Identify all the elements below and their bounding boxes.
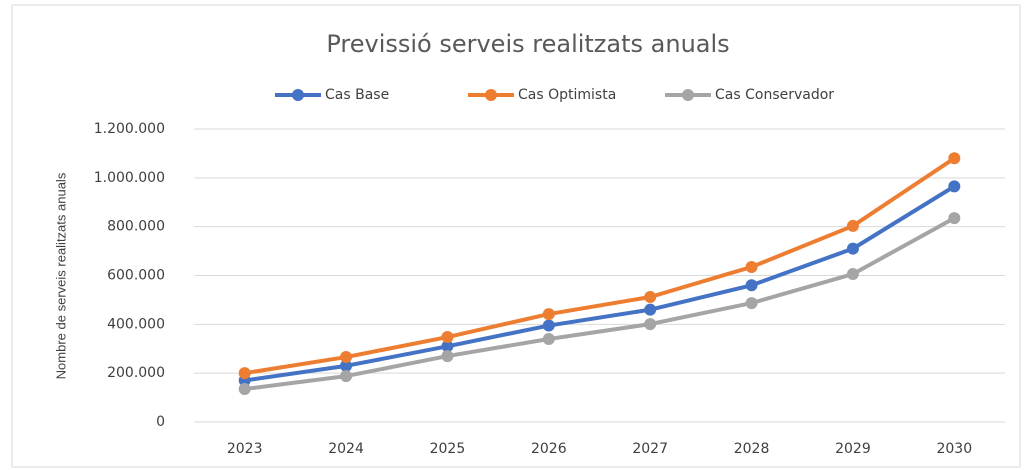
series-line xyxy=(244,156,956,376)
y-axis-label: Nombre de serveis realitzats anuals xyxy=(53,172,68,379)
y-tick-label: 800.000 xyxy=(107,219,165,235)
data-point xyxy=(340,370,353,383)
legend-marker xyxy=(485,89,497,101)
x-tick-label: 2030 xyxy=(936,441,972,457)
x-tick-label: 2027 xyxy=(632,441,668,457)
legend-label: Cas Base xyxy=(325,87,389,103)
x-tick-label: 2025 xyxy=(430,441,466,457)
data-point xyxy=(846,219,859,232)
data-point xyxy=(542,332,555,345)
data-point xyxy=(238,383,251,396)
data-point xyxy=(644,303,657,316)
data-point xyxy=(948,180,961,193)
data-point xyxy=(441,331,454,344)
y-tick-label: 400.000 xyxy=(107,316,165,332)
x-tick-label: 2028 xyxy=(734,441,770,457)
x-tick-label: 2029 xyxy=(835,441,871,457)
data-point xyxy=(948,152,961,165)
data-point xyxy=(340,351,353,364)
data-point xyxy=(948,212,961,225)
legend-marker xyxy=(292,89,304,101)
chart-title: Previssió serveis realitzats anuals xyxy=(326,30,729,58)
chart-frame xyxy=(11,4,1021,468)
data-point xyxy=(846,268,859,281)
data-point xyxy=(542,308,555,321)
y-tick-label: 200.000 xyxy=(107,365,165,381)
x-tick-label: 2026 xyxy=(531,441,567,457)
y-tick-label: 1.000.000 xyxy=(94,170,165,186)
data-point xyxy=(542,319,555,332)
data-point xyxy=(644,318,657,331)
data-point xyxy=(745,260,758,273)
data-point xyxy=(745,279,758,292)
data-point xyxy=(238,367,251,380)
series-line xyxy=(244,216,956,392)
y-tick-label: 600.000 xyxy=(107,268,165,284)
x-tick-label: 2023 xyxy=(227,441,263,457)
data-point xyxy=(846,242,859,255)
x-tick-label: 2024 xyxy=(328,441,364,457)
data-point xyxy=(745,297,758,310)
data-point xyxy=(441,350,454,363)
series-line xyxy=(244,184,956,383)
data-point xyxy=(644,290,657,303)
legend-label: Cas Conservador xyxy=(715,87,834,103)
legend-label: Cas Optimista xyxy=(518,87,616,103)
data-point xyxy=(340,359,353,372)
y-tick-label: 0 xyxy=(156,414,165,430)
legend-marker xyxy=(682,89,694,101)
data-point xyxy=(441,340,454,353)
y-tick-label: 1.200.000 xyxy=(94,121,165,137)
